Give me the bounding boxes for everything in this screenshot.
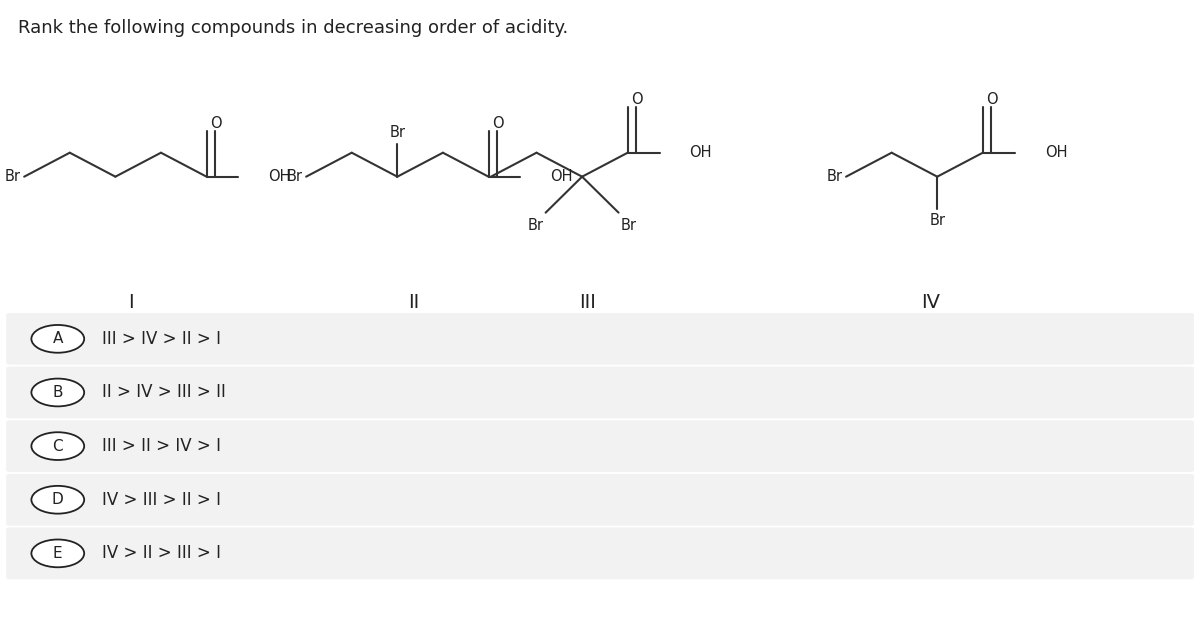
Text: B: B bbox=[53, 385, 64, 400]
Text: III > II > IV > I: III > II > IV > I bbox=[102, 437, 221, 455]
Text: IV: IV bbox=[920, 293, 940, 312]
Text: I: I bbox=[128, 293, 134, 312]
Circle shape bbox=[31, 432, 84, 460]
Text: Rank the following compounds in decreasing order of acidity.: Rank the following compounds in decreasi… bbox=[18, 19, 569, 37]
Text: Br: Br bbox=[827, 169, 842, 184]
Circle shape bbox=[31, 540, 84, 567]
Text: II > IV > III > II: II > IV > III > II bbox=[102, 384, 226, 401]
Text: OH: OH bbox=[690, 145, 712, 160]
Text: Br: Br bbox=[287, 169, 302, 184]
Text: Br: Br bbox=[389, 125, 406, 140]
FancyBboxPatch shape bbox=[6, 528, 1194, 579]
Text: Br: Br bbox=[528, 218, 544, 233]
Circle shape bbox=[31, 486, 84, 514]
Text: Br: Br bbox=[620, 218, 636, 233]
Text: OH: OH bbox=[269, 169, 290, 184]
Text: Br: Br bbox=[5, 169, 20, 184]
FancyBboxPatch shape bbox=[6, 474, 1194, 526]
Text: O: O bbox=[210, 115, 222, 131]
FancyBboxPatch shape bbox=[6, 313, 1194, 365]
Text: III > IV > II > I: III > IV > II > I bbox=[102, 330, 221, 348]
Circle shape bbox=[31, 379, 84, 406]
Text: OH: OH bbox=[1045, 145, 1067, 160]
Text: IV > II > III > I: IV > II > III > I bbox=[102, 545, 221, 562]
Text: O: O bbox=[631, 91, 643, 107]
Text: O: O bbox=[986, 91, 998, 107]
Text: A: A bbox=[53, 331, 62, 346]
FancyBboxPatch shape bbox=[6, 420, 1194, 472]
FancyBboxPatch shape bbox=[6, 367, 1194, 418]
Circle shape bbox=[31, 325, 84, 353]
Text: E: E bbox=[53, 546, 62, 561]
Text: III: III bbox=[578, 293, 595, 312]
Text: D: D bbox=[52, 492, 64, 507]
Text: II: II bbox=[408, 293, 419, 312]
Text: Br: Br bbox=[929, 213, 946, 228]
Text: IV > III > II > I: IV > III > II > I bbox=[102, 491, 221, 509]
Text: OH: OH bbox=[551, 169, 572, 184]
Text: O: O bbox=[492, 115, 504, 131]
Text: C: C bbox=[53, 439, 64, 454]
